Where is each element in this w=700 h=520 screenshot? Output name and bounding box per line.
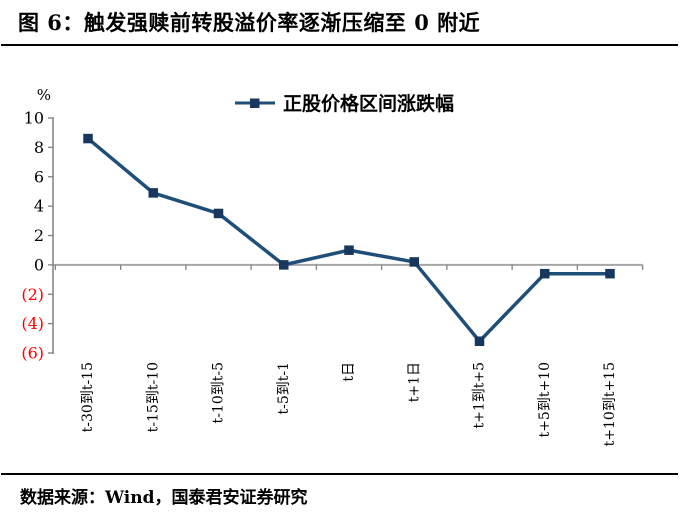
data-point-marker <box>409 257 419 267</box>
y-axis-tick-label: 10 <box>24 109 44 128</box>
y-axis-tick-label: 2 <box>34 226 44 245</box>
x-axis-label: t日 <box>341 362 357 382</box>
data-point-marker <box>279 260 289 270</box>
y-axis-tick-label: 6 <box>34 167 44 186</box>
series-line <box>86 137 610 344</box>
x-axis-label: t+1到t+5 <box>472 362 488 429</box>
y-axis-tick-label: 4 <box>34 197 44 216</box>
x-axis-label: t-15到t-10 <box>145 362 161 432</box>
figure-title: 图 6：触发强赎前转股溢价率逐渐压缩至 0 附近 <box>18 10 481 35</box>
y-axis-tick-label: 8 <box>34 138 44 157</box>
x-axis-label: t-30到t-15 <box>80 362 96 432</box>
x-axis-label: t+1日 <box>406 362 422 402</box>
y-axis-tick-label: (6) <box>21 344 44 363</box>
chart-legend: 正股价格区间涨跌幅 <box>234 89 454 116</box>
data-point-marker <box>213 208 224 219</box>
legend-marker-sample <box>250 98 260 108</box>
x-axis-label: t+10到t+15 <box>602 362 618 446</box>
data-point-marker <box>474 336 485 346</box>
data-point-marker <box>344 245 354 255</box>
data-point-marker <box>83 133 93 144</box>
y-axis-tick-label: (4) <box>21 314 44 333</box>
source-text: 数据来源：Wind，国泰君安证券研究 <box>20 488 308 508</box>
legend-sample <box>235 98 275 108</box>
y-axis-tick-label: (2) <box>21 285 44 304</box>
x-axis-label: t-10到t-5 <box>211 362 227 423</box>
x-axis-label: t-5到t-1 <box>276 362 292 415</box>
data-point-marker <box>148 188 158 198</box>
y-axis-tick-label: 0 <box>34 255 44 274</box>
source-divider <box>1 473 678 475</box>
data-point-marker <box>605 268 615 279</box>
y-axis-unit-label: % <box>37 86 51 104</box>
data-point-marker <box>540 268 550 279</box>
legend-label: 正股价格区间涨跌幅 <box>283 93 455 115</box>
title-divider <box>1 44 678 46</box>
x-axis-label: t+5到t+10 <box>537 362 553 437</box>
